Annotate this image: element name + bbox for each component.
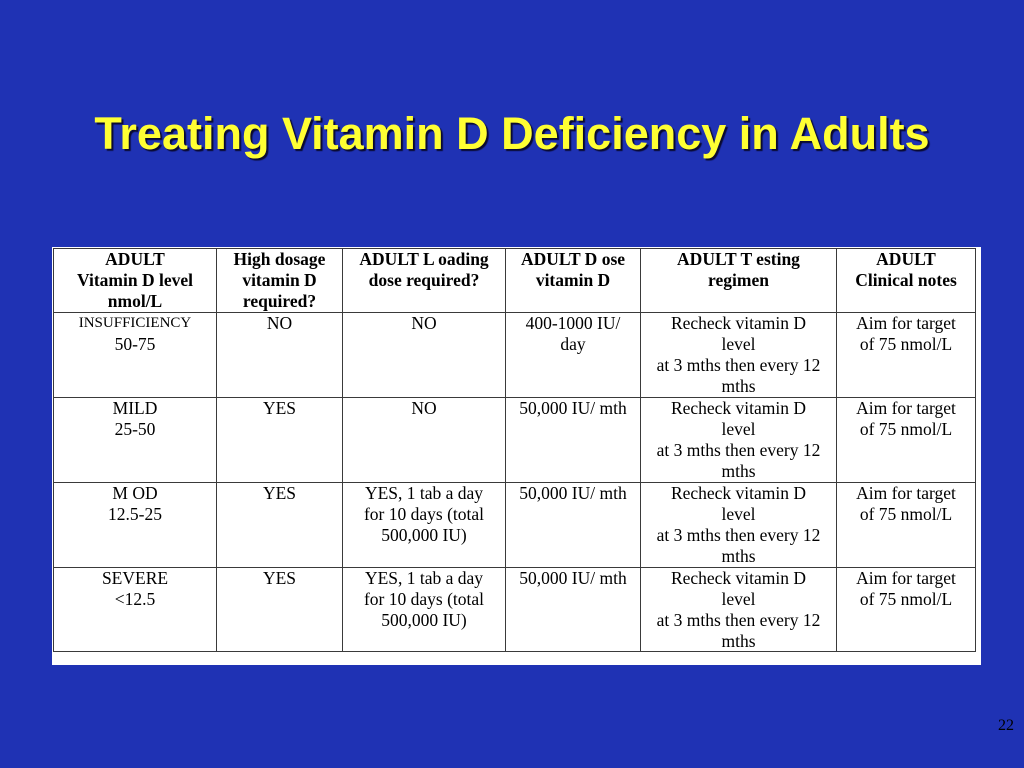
- cell-text-line: at 3 mths then every 12: [656, 525, 821, 545]
- header-text-line: nmol/L: [107, 291, 163, 311]
- cell-text-line: Aim for target: [856, 313, 956, 333]
- cell-text-line: of 75 nmol/L: [859, 589, 953, 609]
- cell-text-line: Recheck vitamin D: [670, 313, 807, 333]
- header-text-line: Vitamin D level: [77, 270, 193, 290]
- cell-level: M OD 12.5-25: [54, 483, 216, 567]
- cell-text-line: MILD: [112, 398, 158, 418]
- cell-text-line: Recheck vitamin D: [670, 398, 807, 418]
- cell-text-line: Aim for target: [856, 568, 956, 588]
- header-text-line: ADULT T esting: [677, 249, 800, 269]
- header-text-line: vitamin D: [535, 270, 611, 290]
- cell-text-line: of 75 nmol/L: [859, 504, 953, 524]
- table-panel: ADULT Vitamin D level nmol/L High dosage…: [52, 247, 981, 665]
- cell-text-line: mths: [721, 631, 756, 651]
- cell-text-line: 400-1000 IU/: [525, 313, 621, 333]
- header-dose: ADULT D ose vitamin D: [506, 249, 640, 312]
- cell-text-line: 500,000 IU): [381, 610, 467, 630]
- cell-text-line: level: [721, 334, 756, 354]
- header-text-line: ADULT: [105, 249, 165, 269]
- header-text-line: vitamin D: [242, 270, 317, 290]
- cell-text-line: day: [560, 334, 586, 354]
- header-text-line: ADULT L oading: [359, 249, 489, 269]
- cell-text-line: Aim for target: [856, 483, 956, 503]
- cell-clinical-notes: Aim for target of 75 nmol/L: [837, 398, 975, 482]
- cell-level: SEVERE <12.5: [54, 568, 216, 651]
- header-text-line: regimen: [708, 270, 769, 290]
- cell-loading-dose: YES, 1 tab a day for 10 days (total 500,…: [343, 568, 505, 651]
- header-text-line: ADULT: [876, 249, 936, 269]
- cell-text-line: mths: [721, 461, 756, 481]
- cell-dose: 50,000 IU/ mth: [506, 568, 640, 651]
- cell-testing-regimen: Recheck vitamin D level at 3 mths then e…: [641, 483, 836, 567]
- cell-text-line: mths: [721, 376, 756, 396]
- vitamin-d-treatment-table: ADULT Vitamin D level nmol/L High dosage…: [53, 248, 976, 652]
- cell-text-line: <12.5: [114, 589, 156, 609]
- cell-text-line: YES: [262, 483, 297, 503]
- page-number: 22: [998, 717, 1014, 734]
- cell-loading-dose: YES, 1 tab a day for 10 days (total 500,…: [343, 483, 505, 567]
- cell-clinical-notes: Aim for target of 75 nmol/L: [837, 568, 975, 651]
- cell-high-dose-required: YES: [217, 483, 342, 567]
- header-text-line: required?: [242, 291, 317, 311]
- cell-level: MILD 25-50: [54, 398, 216, 482]
- cell-text-line: NO: [266, 313, 293, 333]
- cell-text-line: YES: [262, 398, 297, 418]
- header-text-line: dose required?: [368, 270, 480, 290]
- cell-text-line: 50-75: [114, 334, 156, 354]
- cell-text-line: Recheck vitamin D: [670, 483, 807, 503]
- header-level: ADULT Vitamin D level nmol/L: [54, 249, 216, 312]
- header-loading-dose: ADULT L oading dose required?: [343, 249, 505, 312]
- header-clinical-notes: ADULT Clinical notes: [837, 249, 975, 312]
- cell-text-line: YES, 1 tab a day: [364, 568, 484, 588]
- cell-clinical-notes: Aim for target of 75 nmol/L: [837, 313, 975, 397]
- cell-text-line: 25-50: [114, 419, 156, 439]
- cell-text-line: INSUFFICIENCY: [78, 315, 192, 331]
- cell-testing-regimen: Recheck vitamin D level at 3 mths then e…: [641, 313, 836, 397]
- cell-text-line: 50,000 IU/ mth: [519, 483, 627, 503]
- header-text-line: Clinical notes: [855, 270, 957, 290]
- cell-text-line: at 3 mths then every 12: [656, 610, 821, 630]
- cell-text-line: M OD: [112, 483, 158, 503]
- header-text-line: ADULT D ose: [520, 249, 626, 269]
- cell-text-line: at 3 mths then every 12: [656, 355, 821, 375]
- cell-text-line: for 10 days (total: [363, 504, 485, 524]
- cell-high-dose-required: YES: [217, 568, 342, 651]
- cell-testing-regimen: Recheck vitamin D level at 3 mths then e…: [641, 568, 836, 651]
- cell-text-line: level: [721, 419, 756, 439]
- cell-text-line: 50,000 IU/ mth: [519, 568, 627, 588]
- cell-high-dose-required: YES: [217, 398, 342, 482]
- header-testing-regimen: ADULT T esting regimen: [641, 249, 836, 312]
- cell-text-line: of 75 nmol/L: [859, 419, 953, 439]
- cell-text-line: 12.5-25: [108, 504, 162, 524]
- cell-text-line: level: [721, 504, 756, 524]
- cell-text-line: for 10 days (total: [363, 589, 485, 609]
- cell-text-line: YES: [262, 568, 297, 588]
- cell-dose: 400-1000 IU/ day: [506, 313, 640, 397]
- cell-loading-dose: NO: [343, 398, 505, 482]
- cell-testing-regimen: Recheck vitamin D level at 3 mths then e…: [641, 398, 836, 482]
- cell-text-line: NO: [411, 313, 437, 333]
- cell-text-line: of 75 nmol/L: [859, 334, 953, 354]
- slide-title: Treating Vitamin D Deficiency in Adults: [94, 108, 930, 159]
- cell-text-line: NO: [411, 398, 437, 418]
- cell-text-line: at 3 mths then every 12: [656, 440, 821, 460]
- cell-text-line: mths: [721, 546, 756, 566]
- cell-text-line: Recheck vitamin D: [670, 568, 807, 588]
- cell-text-line: Aim for target: [856, 398, 956, 418]
- cell-dose: 50,000 IU/ mth: [506, 398, 640, 482]
- cell-text-line: SEVERE: [101, 568, 169, 588]
- cell-text-line: 500,000 IU): [381, 525, 467, 545]
- cell-loading-dose: NO: [343, 313, 505, 397]
- cell-high-dose-required: NO: [217, 313, 342, 397]
- cell-dose: 50,000 IU/ mth: [506, 483, 640, 567]
- cell-clinical-notes: Aim for target of 75 nmol/L: [837, 483, 975, 567]
- cell-text-line: YES, 1 tab a day: [364, 483, 484, 503]
- cell-text-line: 50,000 IU/ mth: [519, 398, 627, 418]
- cell-level: INSUFFICIENCY 50-75: [54, 313, 216, 397]
- header-text-line: High dosage: [233, 249, 326, 269]
- cell-text-line: level: [721, 589, 756, 609]
- header-high-dose-required: High dosage vitamin D required?: [217, 249, 342, 312]
